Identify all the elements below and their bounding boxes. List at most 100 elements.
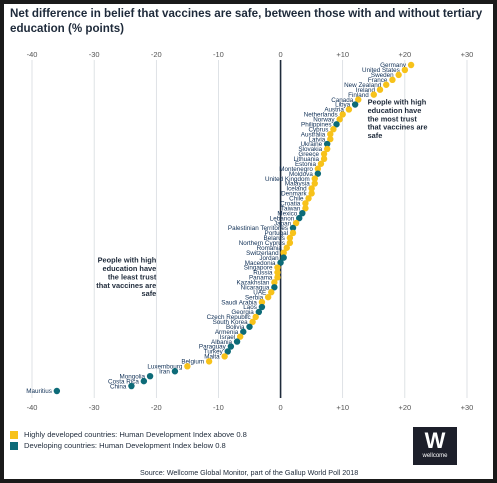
country-label: New Zealand — [344, 82, 382, 89]
data-point — [221, 353, 228, 360]
data-point — [255, 308, 263, 316]
country-label: China — [110, 383, 127, 390]
x-tick-label-top: +10 — [336, 50, 349, 59]
country-label: Philippines — [301, 121, 331, 128]
x-tick-label-bottom: -30 — [89, 403, 100, 412]
data-point — [299, 209, 306, 217]
legend-item-developing: Developing countries: Human Development … — [10, 441, 226, 450]
data-point — [289, 224, 297, 232]
data-point — [311, 175, 318, 182]
data-point — [280, 249, 287, 256]
data-point — [317, 160, 325, 167]
country-label: Iran — [159, 368, 170, 375]
country-label: Kazakhstan — [236, 280, 269, 287]
country-label: Moldova — [289, 171, 313, 178]
data-point — [274, 274, 281, 281]
annotation-text: the least trust — [108, 272, 157, 281]
data-point — [339, 111, 346, 118]
country-label: Chile — [289, 196, 304, 203]
country-label: Serbia — [245, 294, 264, 301]
logo-letter: W — [424, 428, 446, 453]
data-point — [308, 190, 315, 197]
country-label: Finland — [348, 92, 369, 99]
x-tick-label-bottom: -40 — [27, 403, 38, 412]
annotation-text: People with high — [98, 256, 157, 265]
data-point — [236, 333, 244, 340]
legend-swatch-high — [10, 430, 18, 439]
x-tick-label-bottom: +10 — [336, 403, 349, 412]
country-label: Mongolia — [120, 373, 146, 380]
data-point — [323, 140, 331, 148]
country-label: Macedonia — [245, 260, 276, 267]
data-point — [333, 121, 340, 128]
country-label: Panama — [249, 275, 273, 282]
wellcome-logo: W wellcome — [413, 427, 457, 465]
data-point — [171, 368, 179, 375]
country-label: Slovakia — [298, 146, 322, 153]
legend-swatch-developing — [10, 441, 18, 450]
annotation-text: the most trust — [368, 114, 418, 123]
data-point — [407, 61, 415, 69]
data-point — [184, 363, 191, 370]
data-point — [146, 372, 154, 380]
country-label: Mauritius — [26, 388, 52, 395]
data-point — [249, 318, 256, 326]
logo-name: wellcome — [422, 453, 448, 459]
country-label: UAE — [253, 289, 266, 296]
country-label: Belarus — [264, 235, 285, 242]
country-label: Northern Cyprus — [239, 240, 285, 247]
country-label: Greece — [298, 151, 319, 158]
country-label: Ireland — [356, 87, 376, 94]
data-point — [233, 338, 241, 345]
x-tick-label-top: -20 — [151, 50, 162, 59]
country-label: Mexico — [277, 210, 297, 217]
country-label: Malta — [204, 354, 220, 361]
x-tick-label-bottom: +20 — [398, 403, 411, 412]
country-label: Sweden — [371, 72, 394, 79]
data-point — [274, 269, 281, 276]
x-tick-label-bottom: -10 — [213, 403, 224, 412]
country-label: Jordan — [259, 255, 279, 262]
data-point — [305, 195, 312, 202]
country-label: Croatia — [280, 201, 301, 208]
data-point — [320, 150, 328, 158]
country-label: Cyprus — [308, 126, 328, 133]
annotation-text: education have — [102, 264, 156, 273]
data-point — [292, 219, 300, 227]
country-label: Bolivia — [226, 324, 245, 331]
data-point — [283, 244, 290, 251]
data-point — [289, 229, 297, 237]
x-tick-label-top: +30 — [461, 50, 474, 59]
country-label: Costa Rica — [108, 378, 139, 385]
data-point — [296, 214, 303, 222]
legend-item-high: Highly developed countries: Human Develo… — [10, 430, 247, 439]
data-point — [336, 116, 343, 123]
country-label: Israel — [220, 334, 235, 341]
legend-label-high: Highly developed countries: Human Develo… — [24, 430, 247, 439]
annotation-text: that vaccines are — [368, 123, 428, 132]
country-label: Russia — [253, 270, 273, 277]
data-point — [370, 91, 377, 98]
chart-card: Net difference in belief that vaccines a… — [4, 4, 493, 479]
data-point — [311, 180, 318, 187]
chart-title: Net difference in belief that vaccines a… — [10, 7, 483, 35]
country-label: Norway — [313, 117, 335, 124]
country-label: Nicaragua — [241, 284, 270, 291]
country-label: South Korea — [213, 319, 249, 326]
country-label: Austria — [324, 107, 344, 114]
annotation-text: that vaccines are — [96, 281, 156, 290]
data-point — [330, 126, 337, 133]
country-label: Montenegro — [279, 166, 313, 173]
data-point — [271, 284, 278, 291]
data-point — [227, 343, 235, 350]
data-point — [314, 170, 322, 177]
country-label: Lebanon — [270, 215, 295, 222]
country-label: Denmark — [281, 191, 307, 198]
annotation-text: People with high — [368, 98, 427, 107]
country-label: France — [368, 77, 388, 84]
data-point — [205, 358, 213, 365]
country-label: Malaysia — [285, 181, 310, 188]
data-point — [376, 86, 384, 93]
country-label: Saudi Arabia — [221, 299, 257, 306]
